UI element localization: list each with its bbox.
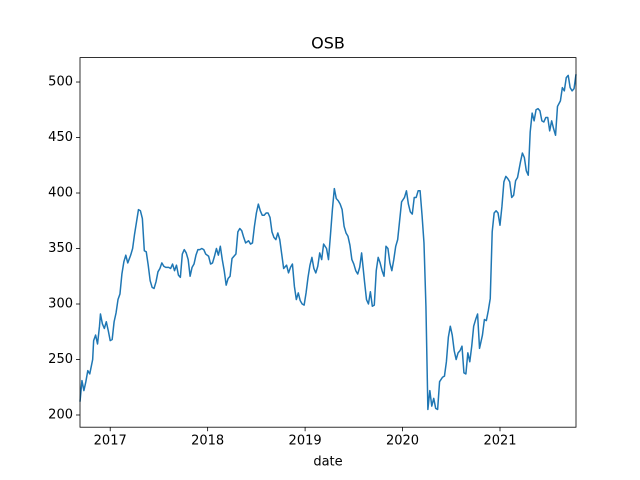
y-tick-label: 450 [48,130,73,145]
line-series [79,74,577,411]
y-tick-label: 350 [48,241,73,256]
y-tick-label: 250 [48,352,73,367]
x-tick-label: 2019 [289,434,322,449]
x-tick-label: 2021 [483,434,516,449]
y-tick-label: 400 [48,186,73,201]
plot-frame [79,57,577,428]
chart-title: OSB [311,34,345,53]
y-tick-label: 200 [48,407,73,422]
x-axis-label: date [313,455,342,470]
x-tick-label: 2020 [386,434,419,449]
y-tick-label: 500 [48,75,73,90]
x-tick-label: 2017 [94,434,127,449]
x-tick-label: 2018 [191,434,224,449]
y-tick-label: 300 [48,297,73,312]
